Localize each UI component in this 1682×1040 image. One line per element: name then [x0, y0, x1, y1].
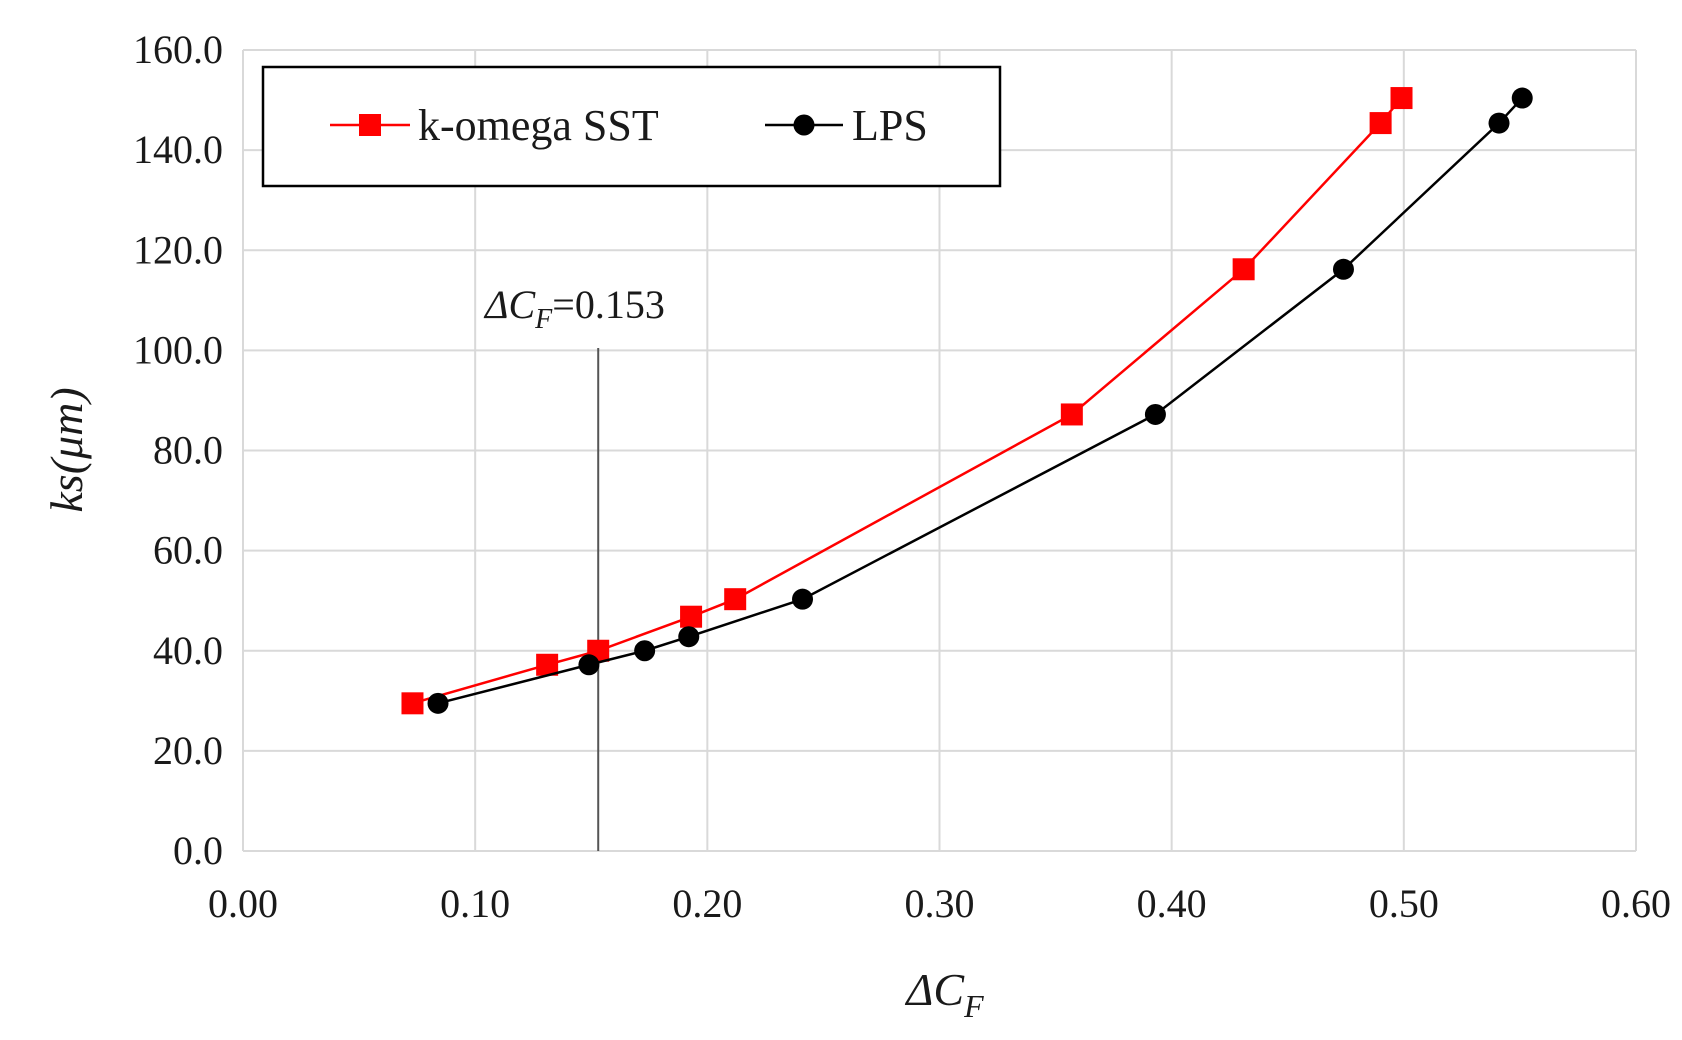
x-tick-label: 0.40: [1137, 881, 1207, 926]
legend: k-omega SST LPS: [261, 65, 1002, 188]
data-point-lps: [578, 654, 600, 676]
data-point-lps: [678, 626, 700, 648]
tick-labels: 0.0 20.0 40.0 60.0 80.0 100.0 120.0 140.0 160.0 0…: [133, 27, 1671, 926]
series-group: [401, 87, 1533, 715]
x-tick-label: 0.60: [1601, 881, 1671, 926]
x-axis-title: ΔCF: [904, 964, 984, 1024]
axes: [242, 50, 1636, 852]
x-tick-label: 0.30: [905, 881, 975, 926]
data-point-k-omega-sst: [1232, 258, 1255, 281]
data-point-k-omega-sst: [1369, 112, 1392, 135]
y-tick-label: 20.0: [153, 728, 223, 773]
y-tick-label: 120.0: [133, 227, 223, 272]
data-point-lps: [1332, 258, 1354, 280]
y-tick-label: 100.0: [133, 327, 223, 372]
legend-marker-circle: [793, 114, 815, 136]
data-point-k-omega-sst: [724, 588, 747, 611]
axis-titles: ΔCF ks(μm): [41, 387, 984, 1024]
data-point-lps: [634, 640, 656, 662]
data-point-k-omega-sst: [1060, 403, 1083, 426]
data-point-lps: [1511, 87, 1533, 109]
y-tick-label: 160.0: [133, 27, 223, 72]
data-point-lps: [1144, 403, 1166, 425]
y-tick-label: 140.0: [133, 127, 223, 172]
data-point-lps: [427, 692, 449, 714]
y-tick-label: 0.0: [173, 828, 223, 873]
data-point-k-omega-sst: [680, 605, 703, 628]
data-point-lps: [792, 588, 814, 610]
x-tick-label: 0.10: [440, 881, 510, 926]
data-point-k-omega-sst: [1390, 87, 1413, 110]
y-tick-label: 40.0: [153, 628, 223, 673]
x-tick-label: 0.20: [672, 881, 742, 926]
data-point-k-omega-sst: [401, 692, 424, 715]
x-tick-label: 0.00: [208, 881, 278, 926]
x-tick-label: 0.50: [1369, 881, 1439, 926]
annotation-group: ΔCF=0.153: [483, 282, 665, 851]
data-point-lps: [1488, 112, 1510, 134]
reference-line-label: ΔCF=0.153: [483, 282, 665, 335]
y-axis-title: ks(μm): [41, 387, 92, 512]
legend-marker-square: [359, 114, 381, 136]
y-tick-label: 60.0: [153, 528, 223, 573]
legend-label: LPS: [852, 101, 928, 150]
legend-label: k-omega SST: [418, 101, 659, 150]
y-tick-label: 80.0: [153, 428, 223, 473]
data-point-k-omega-sst: [536, 653, 559, 676]
legend-box: [261, 65, 1002, 188]
